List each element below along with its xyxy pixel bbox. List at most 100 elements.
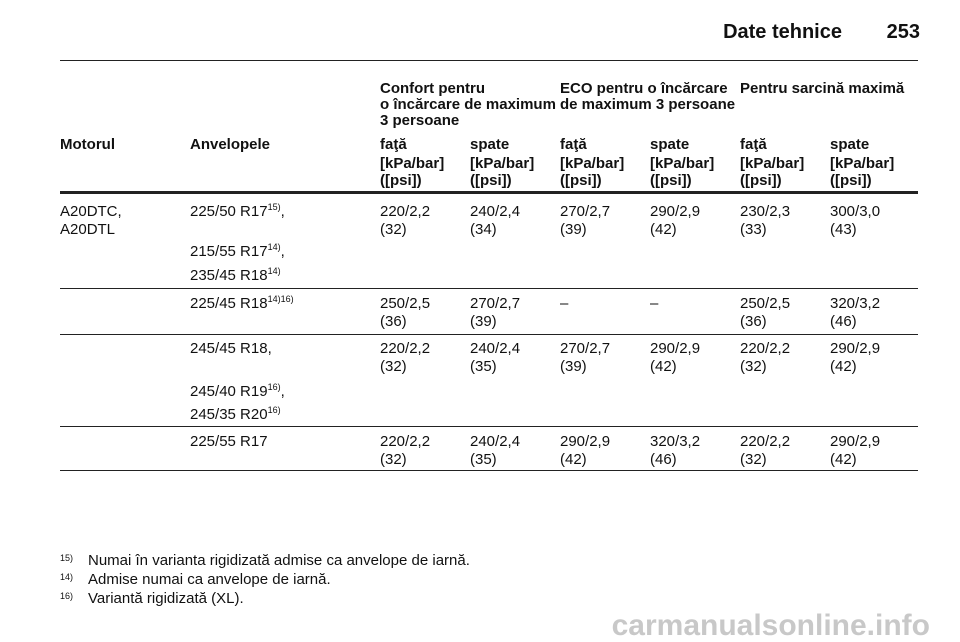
column-header: Anvelopele <box>190 136 271 153</box>
tire: 245/40 R1916), <box>190 383 285 401</box>
group-header: o încărcare de maximum <box>380 96 556 113</box>
tire-size: 245/45 R18, <box>190 340 272 357</box>
pressure-value: – <box>650 295 659 312</box>
tire: 235/45 R1814) <box>190 267 281 285</box>
column-header: faţă <box>380 136 407 153</box>
tire-size: 245/35 R20 <box>190 406 268 423</box>
pressure-value: (46) <box>830 313 857 330</box>
unit: ([psi]) <box>740 172 782 189</box>
punctuation: , <box>280 243 285 260</box>
pressure-value: (35) <box>470 358 497 375</box>
group-header: de maximum 3 persoane <box>560 96 736 113</box>
tire-size: 215/55 R17 <box>190 243 268 260</box>
unit: [kPa/bar] <box>560 155 625 172</box>
header-title: Date tehnice <box>723 21 842 43</box>
footnote-ref: 16) <box>267 405 281 415</box>
pressure-value: 220/2,2 <box>740 340 791 357</box>
pressure-value: 290/2,9 <box>830 433 881 450</box>
pressure-value: (43) <box>830 221 857 238</box>
unit: ([psi]) <box>650 172 692 189</box>
group-header: Confort pentru <box>380 80 485 97</box>
pressure-value: 220/2,2 <box>380 433 431 450</box>
pressure-value: 250/2,5 <box>380 295 431 312</box>
footnote-mark: 16) <box>60 591 74 601</box>
pressure-value: 220/2,2 <box>740 433 791 450</box>
footnote-ref: 16) <box>267 382 281 392</box>
unit: ([psi]) <box>380 172 422 189</box>
pressure-value: 320/3,2 <box>830 295 881 312</box>
tire: 225/45 R1814)16) <box>190 295 294 313</box>
pressure-value: 220/2,2 <box>380 340 431 357</box>
pressure-value: (35) <box>470 451 497 468</box>
pressure-value: 290/2,9 <box>560 433 611 450</box>
engine: A20DTC, <box>60 203 122 220</box>
column-header: faţă <box>740 136 767 153</box>
punctuation: , <box>280 383 285 400</box>
tire-size: 225/45 R18 <box>190 295 268 312</box>
row-rule <box>60 288 918 289</box>
tire-size: 235/45 R18 <box>190 267 268 284</box>
footnote-ref: 14) <box>267 266 281 276</box>
pressure-value: 250/2,5 <box>740 295 791 312</box>
pressure-value: (46) <box>650 451 677 468</box>
pressure-value: 270/2,7 <box>560 340 611 357</box>
footnote-mark: 15) <box>60 553 74 563</box>
group-header: Pentru sarcină maximă <box>740 80 905 97</box>
pressure-value: 240/2,4 <box>470 203 521 220</box>
tire: 225/55 R17 <box>190 433 268 451</box>
pressure-value: 240/2,4 <box>470 433 521 450</box>
tire: 245/35 R2016) <box>190 406 281 424</box>
column-header: spate <box>830 136 870 153</box>
pressure-value: (36) <box>740 313 767 330</box>
pressure-value: (42) <box>650 221 677 238</box>
pressure-value: (32) <box>380 358 407 375</box>
pressure-value: (42) <box>650 358 677 375</box>
pressure-value: 230/2,3 <box>740 203 791 220</box>
footnote-text: Variantă rigidizată (XL). <box>88 590 244 607</box>
tire-size: 225/55 R17 <box>190 433 268 450</box>
footnote-ref: 14)16) <box>267 294 294 304</box>
row-rule <box>60 426 918 427</box>
unit: [kPa/bar] <box>380 155 445 172</box>
group-header: 3 persoane <box>380 112 460 129</box>
tire-size: 245/40 R19 <box>190 383 268 400</box>
pressure-value: 290/2,9 <box>650 340 701 357</box>
unit: [kPa/bar] <box>470 155 535 172</box>
column-header: Motorul <box>60 136 115 153</box>
pressure-value: 290/2,9 <box>650 203 701 220</box>
pressure-value: (33) <box>740 221 767 238</box>
pressure-value: (39) <box>560 221 587 238</box>
pressure-value: (32) <box>380 221 407 238</box>
engine: A20DTL <box>60 221 116 238</box>
pressure-value: – <box>560 295 569 312</box>
column-header: spate <box>650 136 690 153</box>
pressure-value: (32) <box>740 358 767 375</box>
pressure-value: 240/2,4 <box>470 340 521 357</box>
group-header: ECO pentru o încărcare <box>560 80 728 97</box>
unit: [kPa/bar] <box>740 155 805 172</box>
pressure-value: (39) <box>560 358 587 375</box>
row-rule <box>60 470 918 471</box>
punctuation: , <box>280 203 285 220</box>
pressure-value: 300/3,0 <box>830 203 881 220</box>
pressure-value: (42) <box>830 358 857 375</box>
unit: [kPa/bar] <box>830 155 895 172</box>
footnote-ref: 14) <box>267 242 281 252</box>
pressure-value: (36) <box>380 313 407 330</box>
unit: ([psi]) <box>560 172 602 189</box>
pressure-value: 270/2,7 <box>470 295 521 312</box>
pressure-value: (42) <box>560 451 587 468</box>
table-head-rule <box>60 191 918 194</box>
pressure-value: (42) <box>830 451 857 468</box>
page-number: 253 <box>886 21 920 43</box>
column-header: faţă <box>560 136 587 153</box>
footnote-mark: 14) <box>60 572 74 582</box>
tire: 225/50 R1715), <box>190 203 285 221</box>
pressure-value: 320/3,2 <box>650 433 701 450</box>
unit: [kPa/bar] <box>650 155 715 172</box>
unit: ([psi]) <box>470 172 512 189</box>
row-rule <box>60 334 918 335</box>
header-rule <box>60 60 918 61</box>
footnote-text: Admise numai ca anvelope de iarnă. <box>88 571 331 588</box>
